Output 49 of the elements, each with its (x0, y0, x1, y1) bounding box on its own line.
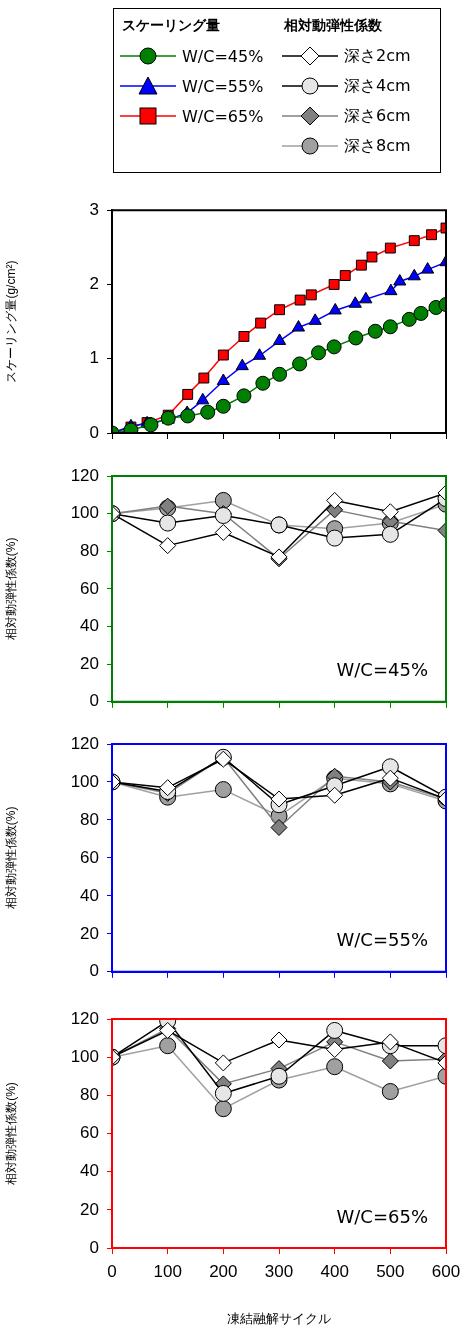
y-tick-label: 60 (80, 1123, 99, 1143)
y-axis-title: スケーリング量(g/cm²) (3, 260, 18, 383)
annotation: W/C=45% (336, 659, 428, 681)
y-tick-label: 0 (89, 691, 99, 711)
x-tick-label: 400 (320, 1261, 349, 1281)
y-axis-title: 相対動弾性係数(%) (3, 537, 18, 641)
legend-title: 相対動弾性係数 (284, 17, 383, 35)
y-tick-label: 120 (70, 1008, 99, 1028)
x-tick-label: 600 (431, 1261, 461, 1281)
annotation: W/C=65% (336, 1205, 428, 1227)
y-tick-label: 40 (80, 616, 99, 636)
annotation: W/C=55% (336, 929, 428, 951)
y-tick-label: 60 (80, 847, 99, 867)
y-tick-label: 3 (89, 199, 99, 219)
x-axis-title: 凍結融解サイクル (227, 1310, 331, 1326)
y-tick-label: 0 (89, 1237, 99, 1257)
y-tick-label: 40 (80, 1161, 99, 1181)
y-tick-label: 80 (80, 540, 99, 560)
y-tick-label: 20 (80, 1199, 99, 1219)
y-tick-label: 120 (70, 733, 99, 753)
y-tick-label: 80 (80, 1085, 99, 1105)
y-tick-label: 0 (89, 961, 99, 981)
y-tick-label: 60 (80, 578, 99, 598)
y-tick-label: 20 (80, 923, 99, 943)
y-tick-label: 100 (70, 503, 99, 523)
legend-label: 深さ2cm (344, 45, 411, 67)
legend-label: 深さ8cm (344, 135, 411, 157)
y-tick-label: 120 (70, 465, 99, 485)
y-axis-title: 相対動弾性係数(%) (3, 806, 18, 910)
x-tick-label: 500 (376, 1261, 405, 1281)
legend-title: スケーリング量 (122, 17, 221, 35)
x-tick-label: 200 (209, 1261, 238, 1281)
y-axis-title: 相対動弾性係数(%) (3, 1082, 18, 1185)
x-tick-label: 300 (264, 1261, 294, 1281)
y-tick-label: 40 (80, 885, 99, 905)
legend-label: W/C=55% (182, 76, 264, 96)
y-tick-label: 100 (70, 771, 99, 791)
y-tick-label: 1 (89, 348, 99, 368)
legend-label: 深さ4cm (344, 75, 411, 97)
x-tick-label: 0 (107, 1261, 117, 1281)
y-tick-label: 100 (70, 1046, 99, 1066)
y-tick-label: 0 (89, 422, 99, 442)
legend-label: W/C=65% (182, 106, 264, 126)
legend-label: 深さ6cm (344, 105, 411, 127)
x-tick-label: 100 (153, 1261, 182, 1281)
y-tick-label: 20 (80, 653, 99, 673)
y-tick-label: 2 (89, 274, 99, 294)
y-tick-label: 80 (80, 809, 99, 829)
legend-label: W/C=45% (182, 46, 264, 66)
